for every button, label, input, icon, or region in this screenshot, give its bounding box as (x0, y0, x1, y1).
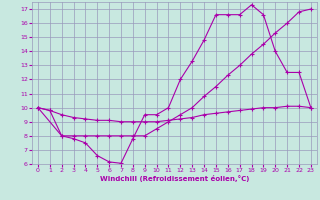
X-axis label: Windchill (Refroidissement éolien,°C): Windchill (Refroidissement éolien,°C) (100, 175, 249, 182)
